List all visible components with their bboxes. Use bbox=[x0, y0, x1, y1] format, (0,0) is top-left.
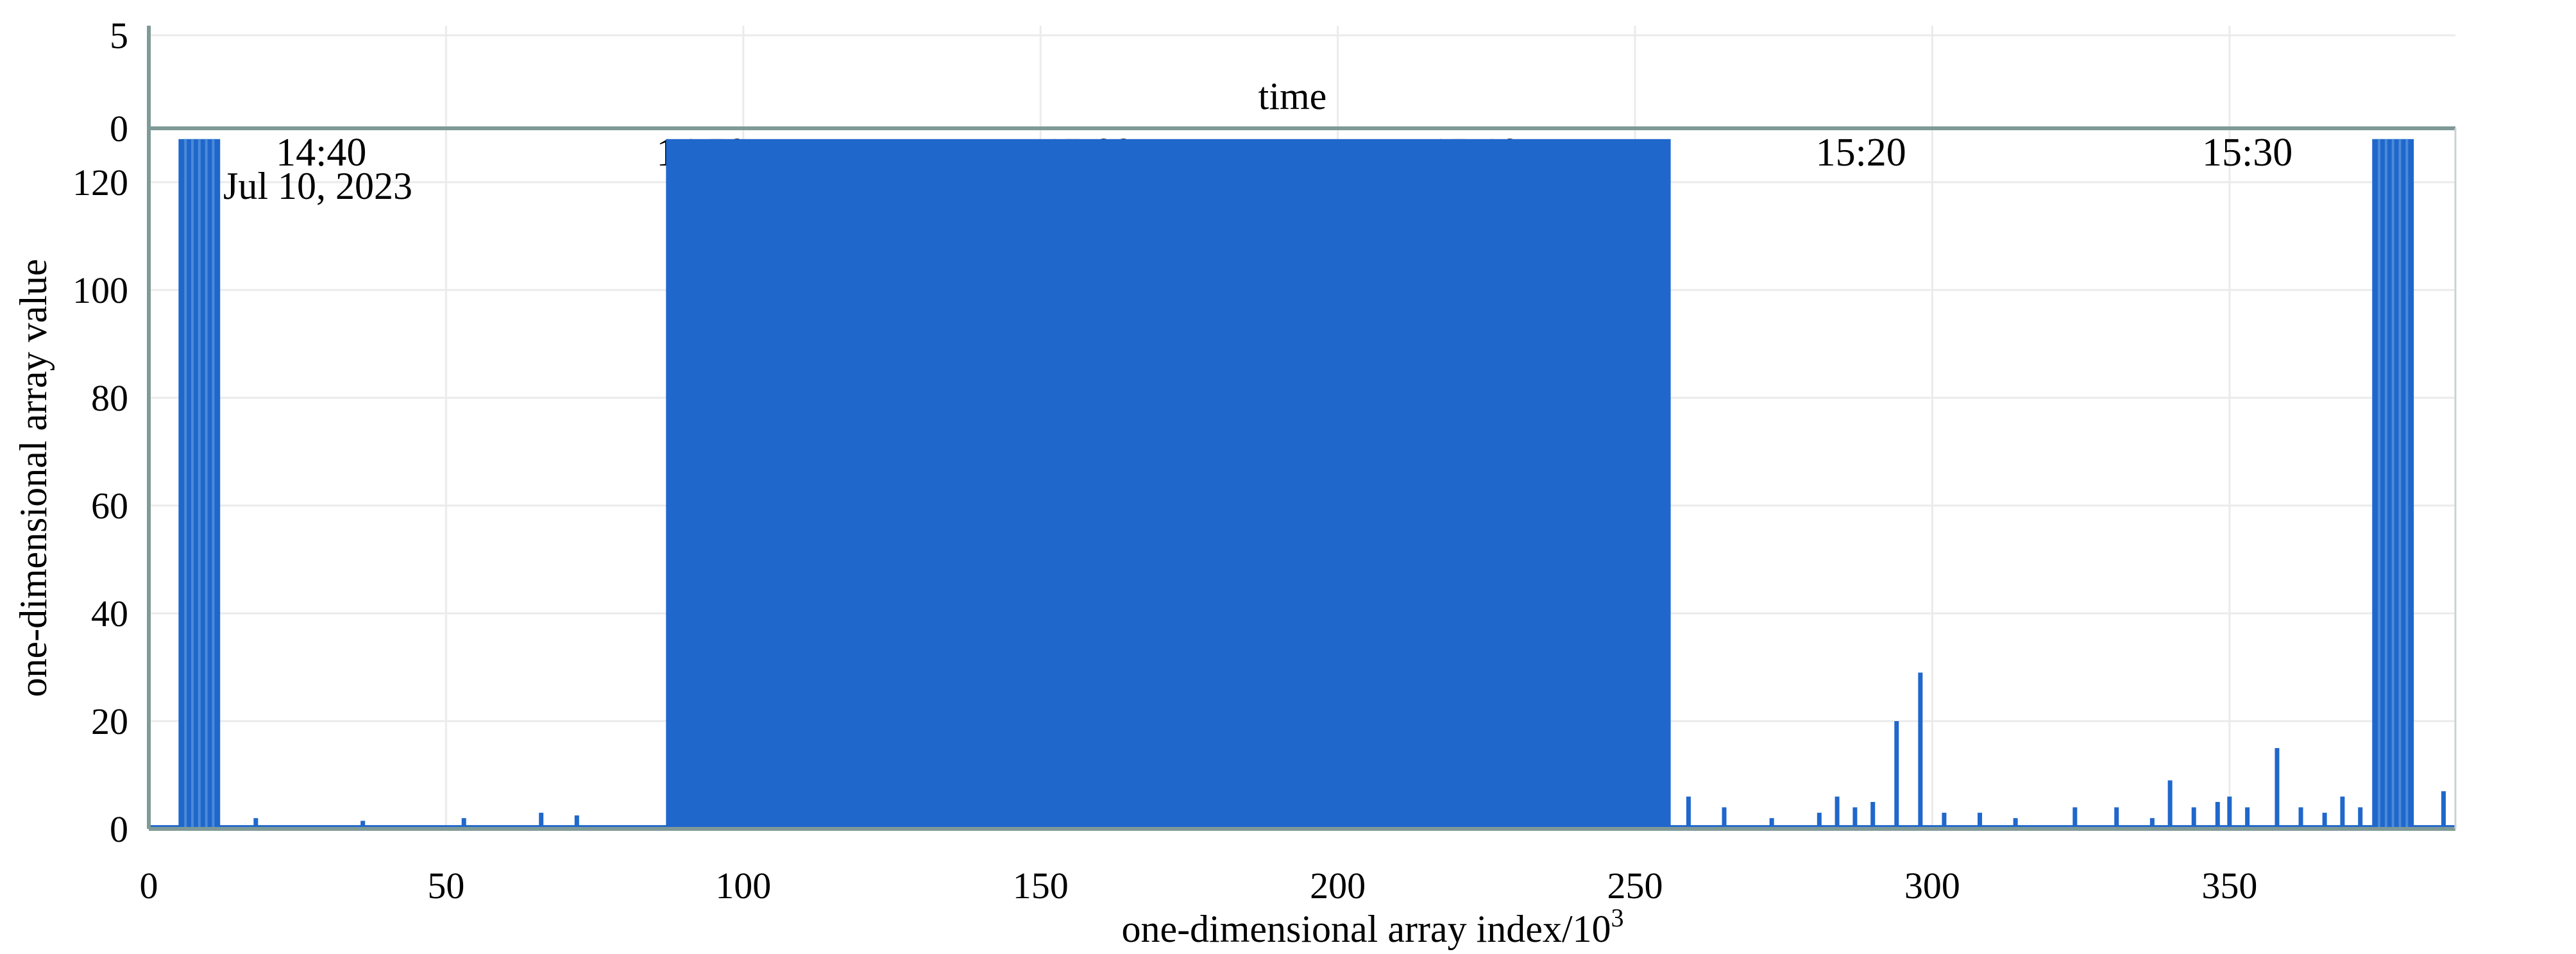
date-label: Jul 10, 2023 bbox=[223, 165, 412, 207]
x-tick-label: 100 bbox=[715, 865, 771, 907]
saturated-block bbox=[666, 139, 1671, 829]
strip-tick-label: 5 bbox=[110, 15, 128, 56]
y-tick-label: 60 bbox=[91, 485, 128, 527]
y-axis-title: one-dimensional array value bbox=[12, 259, 55, 697]
strip-tick-label: 0 bbox=[110, 108, 128, 149]
data-marks bbox=[149, 139, 2455, 829]
y-tick-label: 100 bbox=[72, 269, 128, 311]
axes: 0 20 40 60 80 100 120 0 50 100 150 200 250 300 350 bbox=[72, 26, 2457, 907]
y-tick-label: 0 bbox=[110, 808, 128, 850]
x-axis-title-text: one-dimensional array index/10 bbox=[1121, 908, 1611, 950]
x-tick-label: 0 bbox=[140, 865, 158, 907]
y-tick-label: 80 bbox=[91, 377, 128, 419]
time-tick-label: 14:40 bbox=[276, 131, 366, 175]
x-tick-label: 350 bbox=[2201, 865, 2257, 907]
x-axis-title: one-dimensional array index/103 bbox=[1121, 903, 1623, 950]
x-tick-label: 250 bbox=[1607, 865, 1663, 907]
y-tick-label: 40 bbox=[91, 593, 128, 635]
x-tick-label: 300 bbox=[1904, 865, 1960, 907]
y-tick-label: 20 bbox=[91, 701, 128, 742]
x-tick-label: 150 bbox=[1013, 865, 1069, 907]
x-tick-label: 50 bbox=[427, 865, 464, 907]
top-axis-title: time bbox=[1258, 75, 1327, 117]
x-tick-label: 200 bbox=[1310, 865, 1366, 907]
labels: time Jul 10, 2023 one-dimensional array … bbox=[12, 75, 1624, 950]
y-tick-label: 120 bbox=[72, 162, 128, 203]
time-tick-label: 15:30 bbox=[2202, 131, 2292, 175]
time-tick-label: 15:20 bbox=[1816, 131, 1906, 175]
x-axis-title-superscript: 3 bbox=[1611, 903, 1624, 932]
